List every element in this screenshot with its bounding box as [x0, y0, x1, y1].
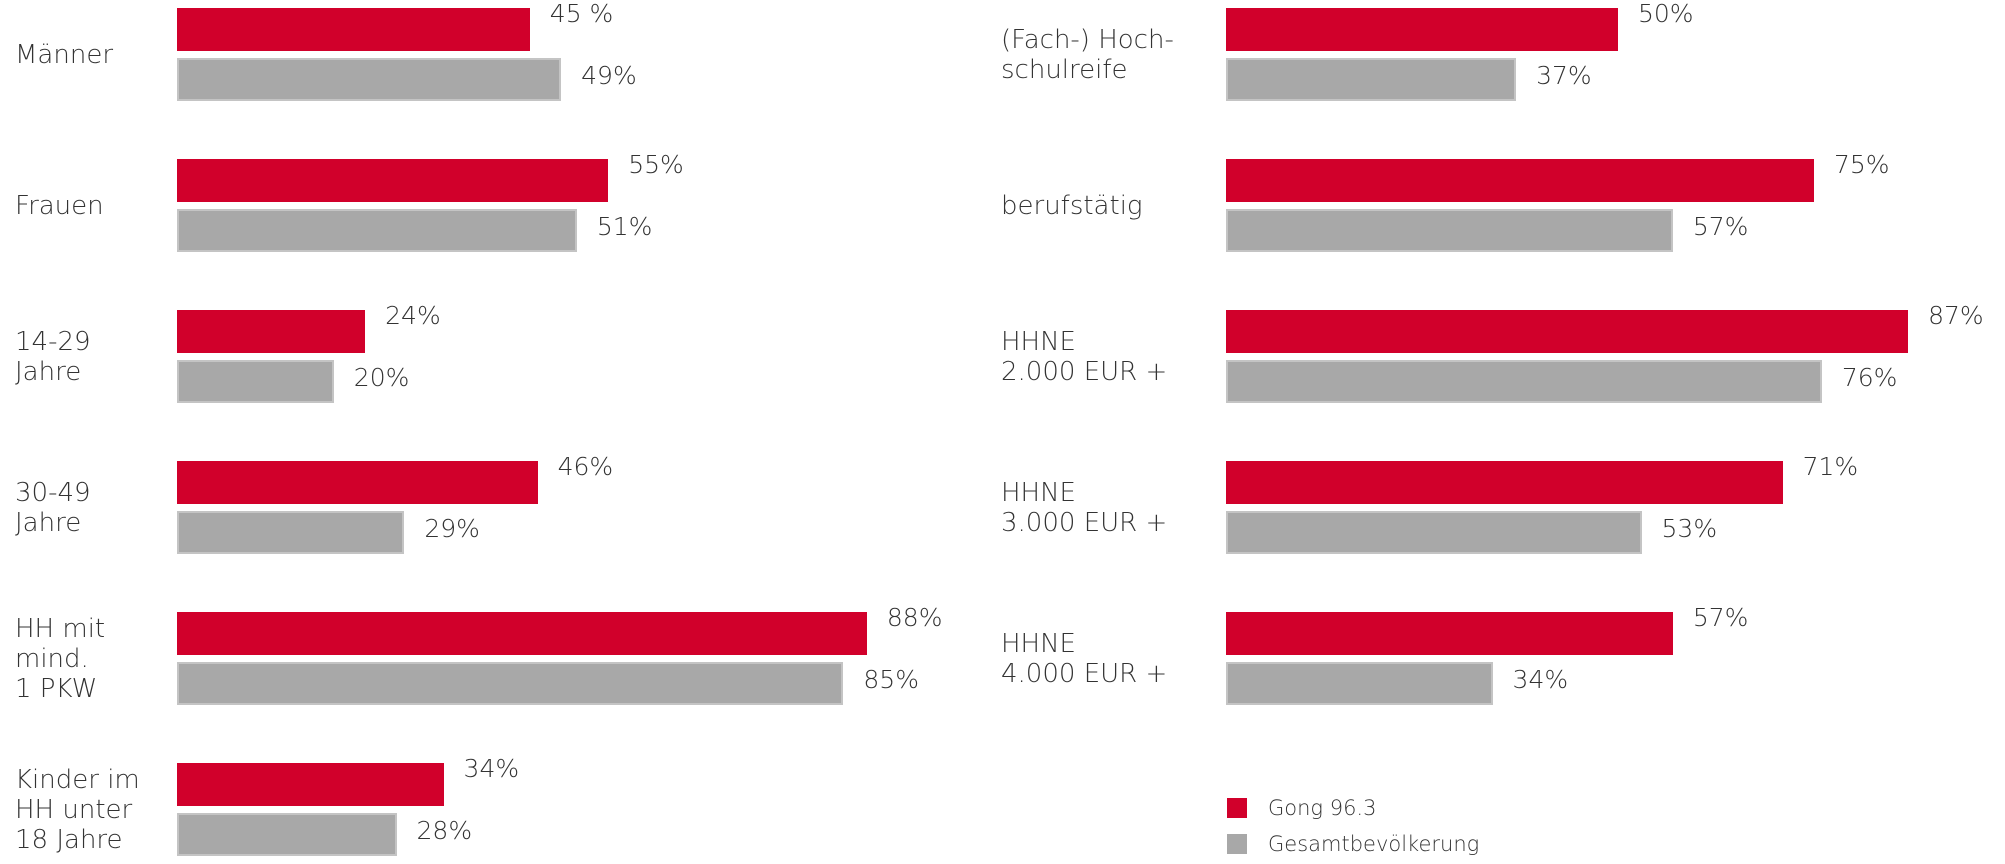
legend-label: Gesamtbevölkerung [1268, 832, 1480, 856]
bar [177, 209, 577, 252]
value-label: 24% [385, 301, 441, 330]
value-label: 85% [863, 665, 919, 694]
legend-swatch [1227, 834, 1247, 854]
value-label: 76% [1841, 363, 1898, 392]
value-label: 71% [1802, 452, 1859, 481]
bar [1226, 612, 1673, 655]
bar [177, 813, 397, 856]
value-label: 37% [1536, 61, 1592, 90]
value-label: 53% [1661, 514, 1718, 543]
bar [1226, 159, 1814, 202]
value-label: 45 % [549, 0, 614, 28]
value-label: 88% [886, 603, 943, 632]
value-label: 57% [1692, 603, 1749, 632]
legend-swatch [1227, 798, 1247, 818]
bar [177, 310, 366, 353]
value-label: 29% [424, 514, 480, 543]
bar [1226, 310, 1909, 353]
bar [177, 58, 562, 101]
category-label: HHNE 4.000 EUR + [1001, 628, 1168, 689]
category-label: (Fach-) Hoch- schulreife [1001, 24, 1174, 85]
bar [1226, 511, 1642, 554]
category-label: Frauen [15, 190, 104, 221]
value-label: 57% [1692, 212, 1749, 241]
category-label: 14-29 Jahre [15, 326, 91, 387]
value-label: 20% [353, 363, 410, 392]
bar [1226, 8, 1618, 51]
bar [177, 461, 538, 504]
bar [177, 360, 334, 403]
value-label: 46% [557, 452, 614, 481]
category-label: berufstätig [1001, 190, 1143, 221]
bar [1226, 360, 1822, 403]
category-label: HHNE 3.000 EUR + [1001, 477, 1168, 538]
bar [1226, 209, 1673, 252]
value-label: 49% [581, 61, 637, 90]
bar [177, 8, 530, 51]
category-label: Kinder im HH unter 18 Jahre [15, 764, 140, 855]
category-label: 30-49 Jahre [15, 477, 91, 538]
bar [177, 159, 609, 202]
bar [1226, 662, 1493, 705]
value-label: 50% [1638, 0, 1694, 28]
bar [177, 763, 444, 806]
bar [177, 511, 405, 554]
value-label: 34% [463, 754, 520, 783]
bar [1226, 461, 1783, 504]
bar [177, 612, 867, 655]
bar [177, 662, 844, 705]
bar [1226, 58, 1517, 101]
value-label: 34% [1512, 665, 1569, 694]
legend-label: Gong 96.3 [1268, 796, 1377, 820]
value-label: 51% [596, 212, 653, 241]
category-label: HH mit mind. 1 PKW [15, 613, 106, 704]
category-label: Männer [15, 39, 114, 70]
value-label: 75% [1834, 150, 1890, 179]
value-label: 87% [1928, 301, 1984, 330]
value-label: 28% [416, 816, 473, 845]
category-label: HHNE 2.000 EUR + [1001, 326, 1168, 387]
value-label: 55% [628, 150, 684, 179]
